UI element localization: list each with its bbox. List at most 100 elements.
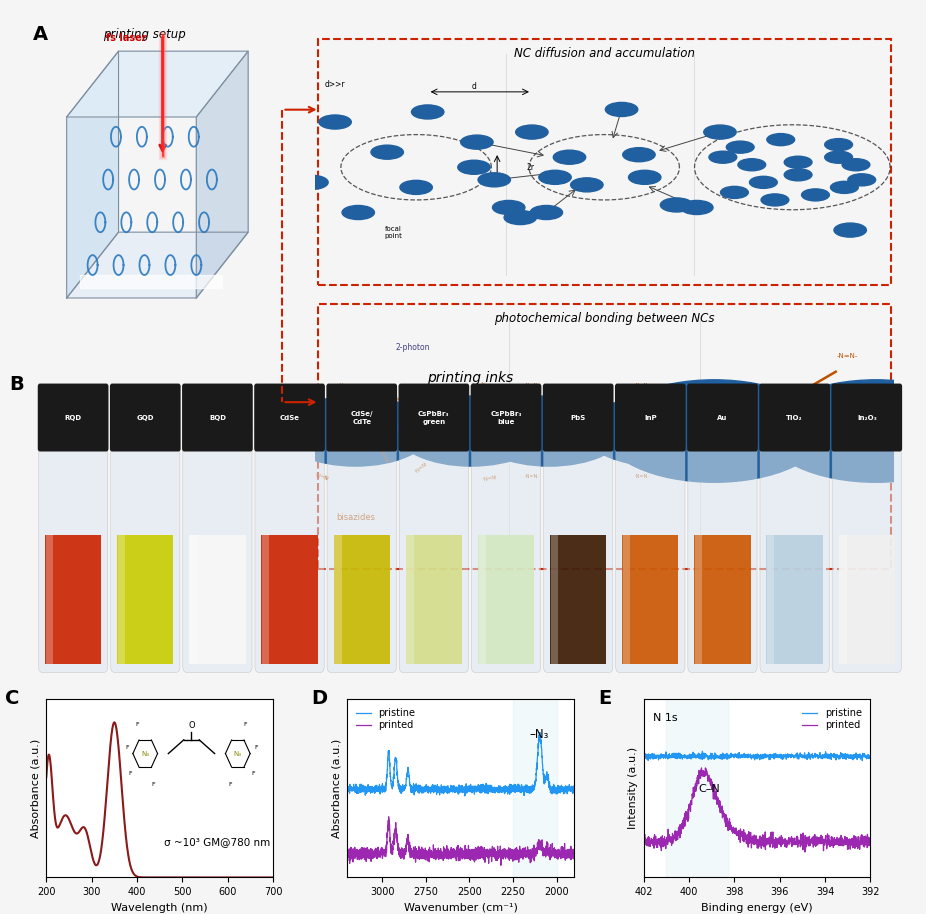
FancyBboxPatch shape	[832, 441, 901, 673]
printed	[799, 846, 810, 857]
pristine	[562, 781, 573, 792]
Circle shape	[272, 135, 305, 149]
Text: fs laser: fs laser	[106, 33, 146, 43]
FancyBboxPatch shape	[615, 384, 685, 452]
Circle shape	[704, 125, 736, 139]
FancyBboxPatch shape	[543, 384, 614, 452]
Circle shape	[478, 173, 510, 186]
Bar	[261, 535, 318, 664]
Text: printing inks: printing inks	[427, 371, 513, 385]
Text: CsPbBr₃
blue: CsPbBr₃ blue	[490, 411, 521, 425]
FancyBboxPatch shape	[110, 384, 181, 452]
FancyBboxPatch shape	[616, 441, 685, 673]
Text: –N₃: –N₃	[530, 728, 549, 741]
FancyBboxPatch shape	[182, 441, 252, 673]
Text: -N=N·: -N=N·	[411, 459, 426, 473]
pristine	[534, 728, 545, 739]
Text: -N=N·: -N=N·	[380, 446, 392, 462]
Circle shape	[784, 156, 812, 168]
Text: In₂O₃: In₂O₃	[857, 415, 877, 421]
Bar	[479, 535, 486, 664]
FancyBboxPatch shape	[398, 384, 469, 452]
Text: -N=N·: -N=N·	[634, 444, 649, 449]
Circle shape	[371, 145, 404, 159]
Text: bisazides: bisazides	[336, 513, 375, 522]
FancyBboxPatch shape	[688, 441, 757, 673]
printed	[757, 836, 769, 847]
Text: TiO₂: TiO₂	[786, 415, 803, 421]
Circle shape	[319, 115, 351, 129]
Y-axis label: Absorbance (a.u.): Absorbance (a.u.)	[332, 739, 342, 838]
Legend: pristine, printed: pristine, printed	[798, 704, 866, 734]
Circle shape	[605, 380, 824, 483]
pristine	[865, 751, 876, 762]
Text: E: E	[598, 688, 611, 707]
pristine	[452, 783, 463, 794]
printed	[383, 812, 394, 823]
Bar	[407, 535, 414, 664]
Text: NC diffusion and accumulation: NC diffusion and accumulation	[514, 47, 694, 59]
pristine	[446, 782, 457, 793]
Circle shape	[606, 102, 638, 116]
Text: D: D	[311, 688, 327, 707]
Bar	[333, 535, 390, 664]
X-axis label: Wavelength (nm): Wavelength (nm)	[111, 903, 208, 913]
Line: pristine: pristine	[347, 733, 574, 796]
printed	[446, 846, 457, 857]
Circle shape	[623, 148, 656, 162]
Circle shape	[848, 174, 876, 186]
Circle shape	[825, 151, 853, 164]
Bar	[551, 535, 558, 664]
FancyBboxPatch shape	[687, 384, 757, 452]
FancyBboxPatch shape	[544, 441, 613, 673]
Line: printed: printed	[644, 768, 870, 852]
Polygon shape	[67, 51, 119, 298]
Circle shape	[629, 170, 661, 185]
pristine	[715, 752, 726, 763]
Bar	[334, 535, 342, 664]
Text: -N=N·: -N=N·	[525, 383, 540, 388]
Text: -N=N·: -N=N·	[314, 469, 330, 479]
pristine	[354, 785, 365, 796]
Circle shape	[802, 189, 830, 201]
Text: printing setup: printing setup	[103, 28, 186, 41]
printed	[865, 834, 876, 845]
Circle shape	[457, 160, 490, 175]
X-axis label: Wavenumber (cm⁻¹): Wavenumber (cm⁻¹)	[404, 903, 518, 913]
pristine	[562, 783, 573, 794]
Circle shape	[660, 198, 693, 212]
Text: InP: InP	[644, 415, 657, 421]
Text: -N=N·: -N=N·	[444, 429, 458, 433]
printed	[676, 821, 687, 832]
Text: PbS: PbS	[570, 415, 586, 421]
pristine	[459, 791, 470, 802]
Bar	[839, 535, 895, 664]
Text: -N=N·: -N=N·	[525, 473, 540, 479]
Bar	[45, 535, 53, 664]
Circle shape	[295, 175, 328, 189]
Circle shape	[720, 186, 748, 198]
FancyBboxPatch shape	[38, 384, 108, 452]
Circle shape	[400, 180, 432, 195]
Text: C: C	[6, 688, 19, 707]
Polygon shape	[67, 232, 248, 298]
printed	[638, 838, 649, 849]
printed	[715, 807, 726, 818]
Circle shape	[831, 181, 858, 194]
Text: -N=N·: -N=N·	[331, 382, 346, 389]
pristine	[757, 753, 769, 764]
Text: d>>r: d>>r	[325, 80, 345, 89]
Legend: pristine, printed: pristine, printed	[352, 704, 419, 734]
Bar	[550, 535, 607, 664]
Text: GQD: GQD	[136, 415, 154, 421]
Text: CsPbBr₃
green: CsPbBr₃ green	[419, 411, 450, 425]
Text: σ ~10³ GM@780 nm: σ ~10³ GM@780 nm	[164, 837, 270, 847]
pristine	[762, 749, 773, 760]
Circle shape	[766, 380, 926, 483]
Polygon shape	[67, 51, 248, 117]
Bar	[189, 535, 245, 664]
Text: Au: Au	[718, 415, 728, 421]
Text: photochemical bonding between NCs: photochemical bonding between NCs	[494, 313, 715, 325]
Circle shape	[825, 139, 853, 151]
Circle shape	[554, 150, 586, 165]
